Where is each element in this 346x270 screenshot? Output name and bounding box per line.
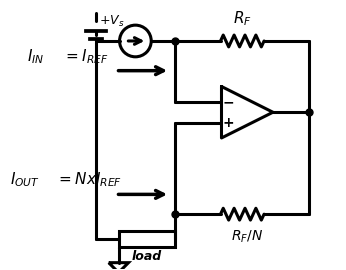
- Text: $R_F$: $R_F$: [233, 9, 252, 28]
- Text: −: −: [222, 95, 234, 109]
- Text: +: +: [222, 116, 234, 130]
- Text: $R_F/ N$: $R_F/ N$: [231, 229, 263, 245]
- Text: $I_{OUT}$: $I_{OUT}$: [10, 171, 39, 190]
- Text: load: load: [131, 250, 162, 263]
- Text: $I_{IN}$: $I_{IN}$: [27, 47, 44, 66]
- Text: $+V_s$: $+V_s$: [99, 14, 124, 29]
- Text: $= I_{REF}$: $= I_{REF}$: [63, 47, 109, 66]
- FancyBboxPatch shape: [119, 231, 175, 247]
- Text: $= Nx I_{REF}$: $= Nx I_{REF}$: [56, 171, 122, 190]
